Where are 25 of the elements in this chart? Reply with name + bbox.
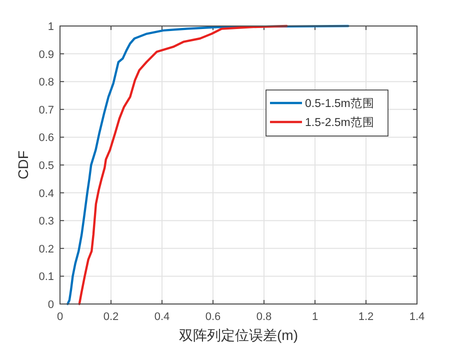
y-tick-label: 0.5 <box>38 160 54 172</box>
line-series <box>78 24 288 306</box>
legend-label: 1.5-2.5m范围 <box>305 116 374 129</box>
y-tick-label: 0.9 <box>38 48 54 61</box>
x-tick-label: 0.6 <box>205 311 221 323</box>
x-tick-label: 0 <box>56 311 64 323</box>
y-tick-label: 0.8 <box>38 76 54 89</box>
x-tick-label: 0.8 <box>256 311 272 323</box>
y-tick-label: 0.4 <box>38 188 54 200</box>
x-axis-title: 双阵列定位误差(m) <box>179 327 298 343</box>
x-tick-label: 1.2 <box>358 311 374 323</box>
y-axis-title: CDF <box>15 150 31 180</box>
y-tick-label: 0.1 <box>38 271 54 284</box>
x-tick-label: 1.4 <box>409 311 425 323</box>
y-tick-label: 0 <box>48 299 54 311</box>
y-tick-label: 0.2 <box>38 243 54 256</box>
y-tick-label: 0.3 <box>38 216 54 228</box>
y-tick-label: 0.7 <box>38 104 54 116</box>
y-tick-label: 1 <box>48 21 54 33</box>
x-tick-label: 0.2 <box>103 311 119 323</box>
y-tick-label: 0.6 <box>38 132 54 144</box>
x-tick-label: 0.4 <box>154 311 170 323</box>
x-tick-label: 1 <box>312 311 318 323</box>
legend-label: 0.5-1.5m范围 <box>305 97 374 110</box>
line-series <box>66 24 350 306</box>
